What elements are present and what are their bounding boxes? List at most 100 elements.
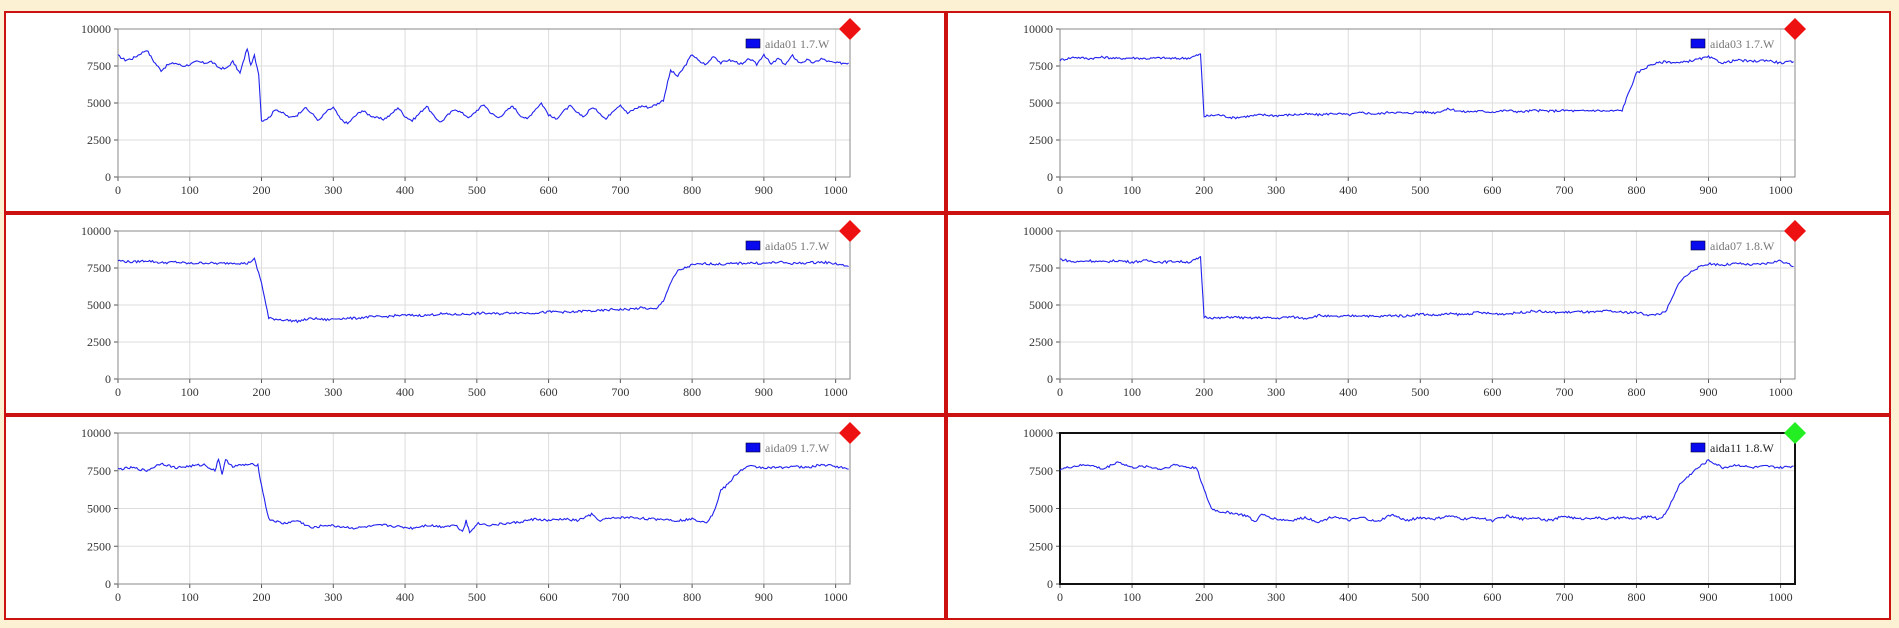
- x-tick-label: 600: [1483, 183, 1501, 197]
- x-tick-label: 300: [324, 590, 342, 604]
- diamond-status-icon[interactable]: [1784, 422, 1806, 444]
- x-tick-label: 100: [1123, 590, 1141, 604]
- x-tick-label: 700: [611, 183, 629, 197]
- line-chart-5: 0 100 200 300 400 500 600 700 800 900 100002500500…: [1023, 422, 1806, 604]
- y-tick-label: 10000: [1023, 22, 1053, 36]
- grid-lines: [1056, 28, 1795, 181]
- legend-label: aida11 1.8.W: [1710, 441, 1775, 455]
- y-tick-label: 5000: [87, 96, 111, 110]
- chart-panel-aida07[interactable]: 0 100 200 300 400 500 600 700 800 900 1000 0 2500 500…: [946, 213, 1891, 415]
- y-tick-label: 10000: [81, 426, 111, 440]
- x-tick-label: 200: [1195, 183, 1213, 197]
- plot-frame: [1059, 230, 1796, 380]
- series-line: [1059, 53, 1794, 120]
- series-line: [117, 257, 849, 324]
- x-tick-label: 200: [253, 183, 271, 197]
- x-tick-label: 400: [396, 590, 414, 604]
- x-tick-label: 200: [253, 590, 271, 604]
- chart-panel-aida05[interactable]: 0 100 200 300 400 500 600 700 800 900 1000 0 2500 500…: [4, 213, 946, 415]
- x-tick-label: 700: [1555, 183, 1573, 197]
- x-tick-label: 400: [1339, 183, 1357, 197]
- legend-swatch: [745, 38, 761, 49]
- x-tick-label: 300: [1267, 590, 1285, 604]
- y-tick-label: 0: [105, 577, 111, 591]
- diamond-status-icon[interactable]: [839, 220, 861, 242]
- y-tick-label: 5000: [1029, 96, 1053, 110]
- x-tick-label: 700: [611, 590, 629, 604]
- y-tick-label: 5000: [1029, 298, 1053, 312]
- x-tick-label: 1000: [1769, 590, 1793, 604]
- diamond-status-icon[interactable]: [1784, 18, 1806, 40]
- x-tick-label: 500: [468, 183, 486, 197]
- x-tick-label: 900: [755, 183, 773, 197]
- x-tick-label: 400: [1339, 385, 1357, 399]
- x-tick-label: 100: [181, 183, 199, 197]
- line-chart-0: 0 100 200 300 400 500 600 700 800 900 100002500500…: [81, 18, 861, 197]
- y-tick-label: 2500: [1029, 539, 1053, 553]
- x-tick-label: 900: [1700, 385, 1718, 399]
- legend-swatch: [1690, 240, 1706, 251]
- x-tick-label: 0: [115, 183, 121, 197]
- x-tick-label: 400: [1339, 590, 1357, 604]
- x-tick-label: 900: [1700, 183, 1718, 197]
- grid-lines: [1056, 432, 1795, 588]
- x-tick-label: 1000: [1769, 183, 1793, 197]
- series-line: [1059, 459, 1794, 524]
- series-line: [117, 457, 849, 534]
- x-tick-label: 700: [611, 385, 629, 399]
- legend: aida01 1.7.W: [745, 37, 830, 51]
- y-tick-label: 7500: [87, 261, 111, 275]
- y-tick-label: 2500: [87, 335, 111, 349]
- plot-frame: [117, 28, 851, 178]
- y-tick-label: 7500: [1029, 59, 1053, 73]
- x-tick-label: 800: [683, 183, 701, 197]
- chart-panel-aida09[interactable]: 0 100 200 300 400 500 600 700 800 900 1000 0 2500 500…: [4, 415, 946, 620]
- diamond-status-icon[interactable]: [1784, 220, 1806, 242]
- chart-panel-aida03[interactable]: 0 100 200 300 400 500 600 700 800 900 1000 0 2500 500…: [946, 11, 1891, 213]
- y-tick-label: 10000: [81, 224, 111, 238]
- plot-frame: [1059, 432, 1796, 585]
- x-tick-label: 600: [540, 590, 558, 604]
- x-tick-label: 1000: [1769, 385, 1793, 399]
- y-tick-label: 0: [1047, 372, 1053, 386]
- x-tick-label: 0: [115, 590, 121, 604]
- x-tick-label: 200: [253, 385, 271, 399]
- x-tick-label: 200: [1195, 385, 1213, 399]
- x-tick-label: 800: [1627, 590, 1645, 604]
- x-tick-label: 600: [1483, 590, 1501, 604]
- legend-label: aida07 1.8.W: [1710, 239, 1775, 253]
- legend-label: aida09 1.7.W: [765, 441, 830, 455]
- chart-grid: 0 100 200 300 400 500 600 700 800 900 1000 0 2500 500…: [4, 11, 1891, 620]
- chart-panel-aida11[interactable]: 0 100 200 300 400 500 600 700 800 900 1000 0 2500 500…: [946, 415, 1891, 620]
- grid-lines: [114, 432, 850, 588]
- legend-swatch: [745, 442, 761, 453]
- y-tick-label: 7500: [87, 59, 111, 73]
- grid-lines: [114, 28, 850, 181]
- y-tick-label: 5000: [87, 298, 111, 312]
- x-tick-label: 500: [468, 385, 486, 399]
- line-chart-4: 0 100 200 300 400 500 600 700 800 900 100002500500…: [81, 422, 861, 604]
- x-tick-label: 400: [396, 183, 414, 197]
- y-tick-label: 2500: [1029, 133, 1053, 147]
- x-tick-label: 800: [1627, 385, 1645, 399]
- legend-swatch: [1690, 442, 1706, 453]
- x-tick-label: 1000: [824, 183, 848, 197]
- legend-label: aida05 1.7.W: [765, 239, 830, 253]
- y-tick-label: 10000: [1023, 224, 1053, 238]
- y-tick-label: 10000: [1023, 426, 1053, 440]
- line-chart-1: 0 100 200 300 400 500 600 700 800 900 100002500500…: [1023, 18, 1806, 197]
- x-tick-label: 800: [683, 385, 701, 399]
- y-tick-label: 0: [105, 372, 111, 386]
- diamond-status-icon[interactable]: [839, 422, 861, 444]
- y-tick-label: 5000: [87, 502, 111, 516]
- legend-swatch: [745, 240, 761, 251]
- diamond-status-icon[interactable]: [839, 18, 861, 40]
- legend: aida05 1.7.W: [745, 239, 830, 253]
- x-tick-label: 100: [1123, 385, 1141, 399]
- x-tick-label: 900: [755, 385, 773, 399]
- x-tick-label: 500: [1411, 183, 1429, 197]
- x-tick-label: 100: [1123, 183, 1141, 197]
- grid-lines: [114, 230, 850, 383]
- x-tick-label: 100: [181, 385, 199, 399]
- chart-panel-aida01[interactable]: 0 100 200 300 400 500 600 700 800 900 1000 0 2500 500…: [4, 11, 946, 213]
